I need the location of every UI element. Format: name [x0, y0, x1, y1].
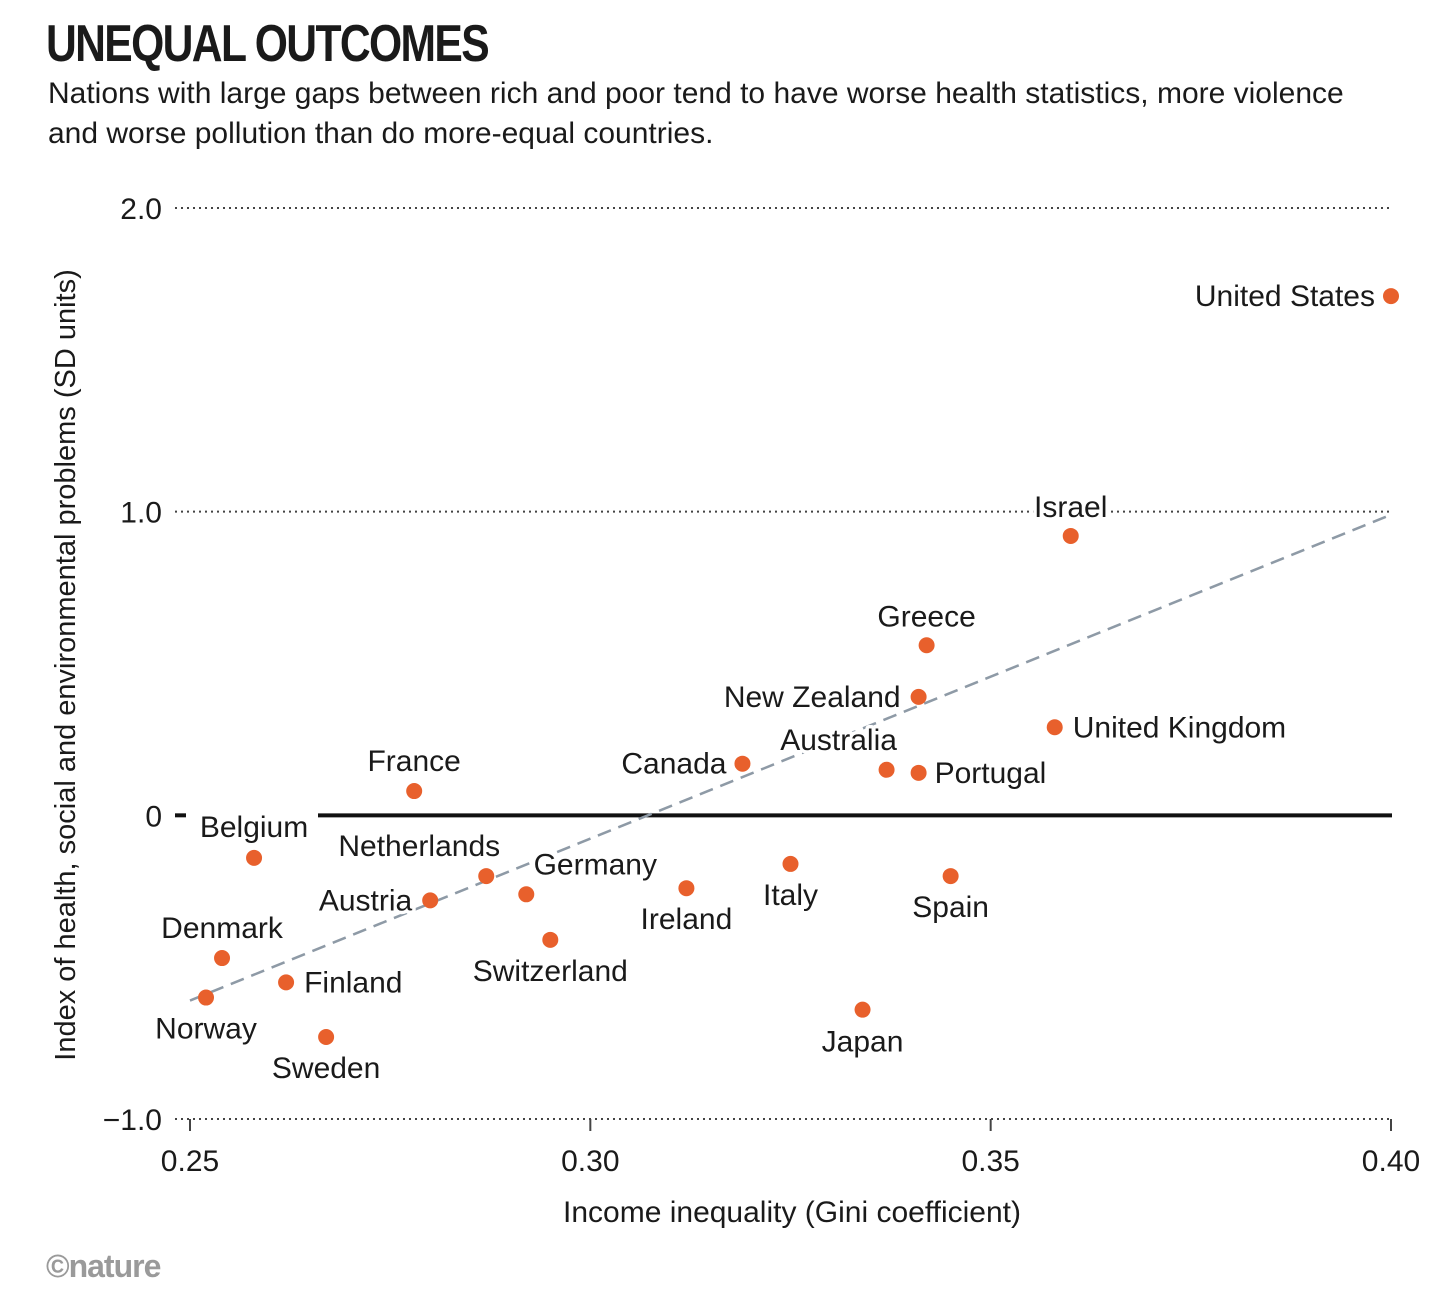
x-tick-label: 0.40 — [1362, 1145, 1420, 1178]
y-tick-label: −1.0 — [103, 1104, 162, 1137]
y-tick-label: 0 — [145, 800, 162, 833]
chart-title: UNEQUAL OUTCOMES — [46, 15, 490, 73]
data-point — [1046, 719, 1063, 736]
data-label: United Kingdom — [1073, 711, 1286, 744]
data-point — [782, 855, 799, 872]
data-point — [854, 1001, 871, 1018]
data-label: Sweden — [272, 1052, 380, 1085]
trendline — [189, 513, 1392, 1002]
data-label: Canada — [621, 748, 726, 781]
data-label: Ireland — [641, 903, 733, 936]
data-point — [942, 868, 959, 885]
data-point — [478, 868, 495, 885]
data-label: Greece — [877, 600, 975, 633]
data-label: Israel — [1034, 491, 1107, 524]
data-label: Norway — [155, 1013, 257, 1046]
x-tick-label: 0.25 — [161, 1145, 219, 1178]
x-tick-label: 0.30 — [561, 1145, 619, 1178]
data-label: Germany — [534, 848, 657, 881]
data-label: Denmark — [161, 912, 284, 945]
data-label: Finland — [304, 966, 402, 999]
data-label: Japan — [822, 1026, 904, 1059]
data-point — [278, 974, 295, 991]
data-point — [422, 892, 439, 909]
y-tick-label: 2.0 — [120, 193, 162, 226]
data-label: Portugal — [935, 757, 1047, 790]
data-point — [910, 764, 927, 781]
data-label: United States — [1195, 280, 1375, 313]
data-point — [246, 849, 263, 866]
data-point — [214, 950, 231, 967]
chart-subtitle: Nations with large gaps between rich and… — [48, 77, 1344, 150]
x-tick-label: 0.35 — [961, 1145, 1019, 1178]
data-label: New Zealand — [724, 681, 901, 714]
data-label: Belgium — [200, 811, 308, 844]
data-label: Netherlands — [338, 830, 500, 863]
data-point — [318, 1029, 335, 1046]
data-point — [1062, 527, 1079, 544]
data-point — [734, 755, 751, 772]
data-point — [518, 886, 535, 903]
x-axis-label: Income inequality (Gini coefficient) — [563, 1196, 1021, 1229]
data-label: Italy — [763, 879, 818, 912]
data-label: France — [367, 745, 460, 778]
data-point — [406, 783, 423, 800]
nature-logo: ©nature — [46, 1248, 161, 1284]
data-point — [918, 637, 935, 654]
data-point — [198, 989, 215, 1006]
data-label: Australia — [780, 724, 897, 757]
data-point — [1383, 288, 1399, 305]
data-label: Switzerland — [473, 955, 628, 988]
data-point — [878, 761, 895, 778]
data-point — [542, 931, 559, 948]
y-tick-label: 1.0 — [120, 497, 162, 530]
data-label: Austria — [319, 884, 413, 917]
data-label: Spain — [912, 891, 989, 924]
y-axis-label: Index of health, social and environmenta… — [50, 269, 82, 1060]
data-point — [678, 880, 695, 897]
data-point — [910, 688, 927, 705]
